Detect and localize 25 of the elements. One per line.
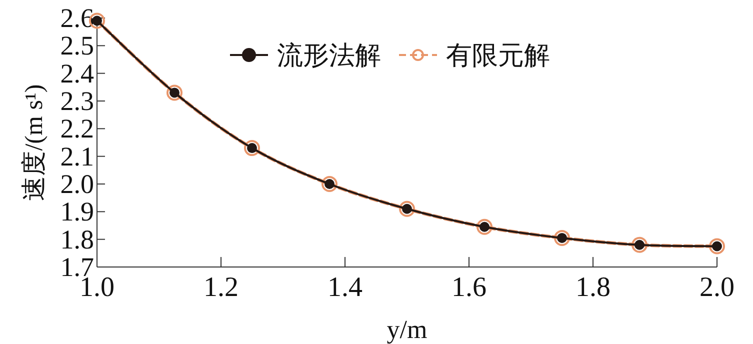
- y-tick-label: 2.0: [60, 169, 94, 199]
- point: [244, 140, 260, 156]
- y-tick-label: 1.8: [60, 224, 94, 254]
- point: [476, 218, 492, 235]
- x-axis-title: y/m: [386, 315, 428, 344]
- point: [322, 176, 338, 192]
- point: [709, 238, 725, 254]
- legend-label: 流形法解: [277, 41, 381, 70]
- y-tick-label: 2.4: [60, 58, 94, 88]
- x-tick-label: 1.2: [204, 272, 238, 303]
- point: [632, 236, 648, 253]
- point: [166, 84, 182, 101]
- legend-label: 有限元解: [446, 41, 550, 70]
- y-axis-title: 速度/(m s¹): [20, 84, 48, 201]
- point: [399, 200, 415, 217]
- y-tick-label: 1.9: [60, 196, 94, 227]
- x-tick-label: 1.4: [328, 272, 362, 303]
- y-tick-label: 2.1: [60, 141, 94, 172]
- x-tick-label: 2.0: [700, 272, 734, 303]
- y-tick-label: 2.3: [60, 86, 94, 116]
- point: [554, 230, 570, 246]
- x-tick-label: 1.8: [576, 272, 610, 303]
- y-tick-label: 2.2: [60, 114, 94, 144]
- y-tick-label: 2.5: [60, 30, 94, 61]
- x-tick-label: 1.6: [452, 272, 486, 303]
